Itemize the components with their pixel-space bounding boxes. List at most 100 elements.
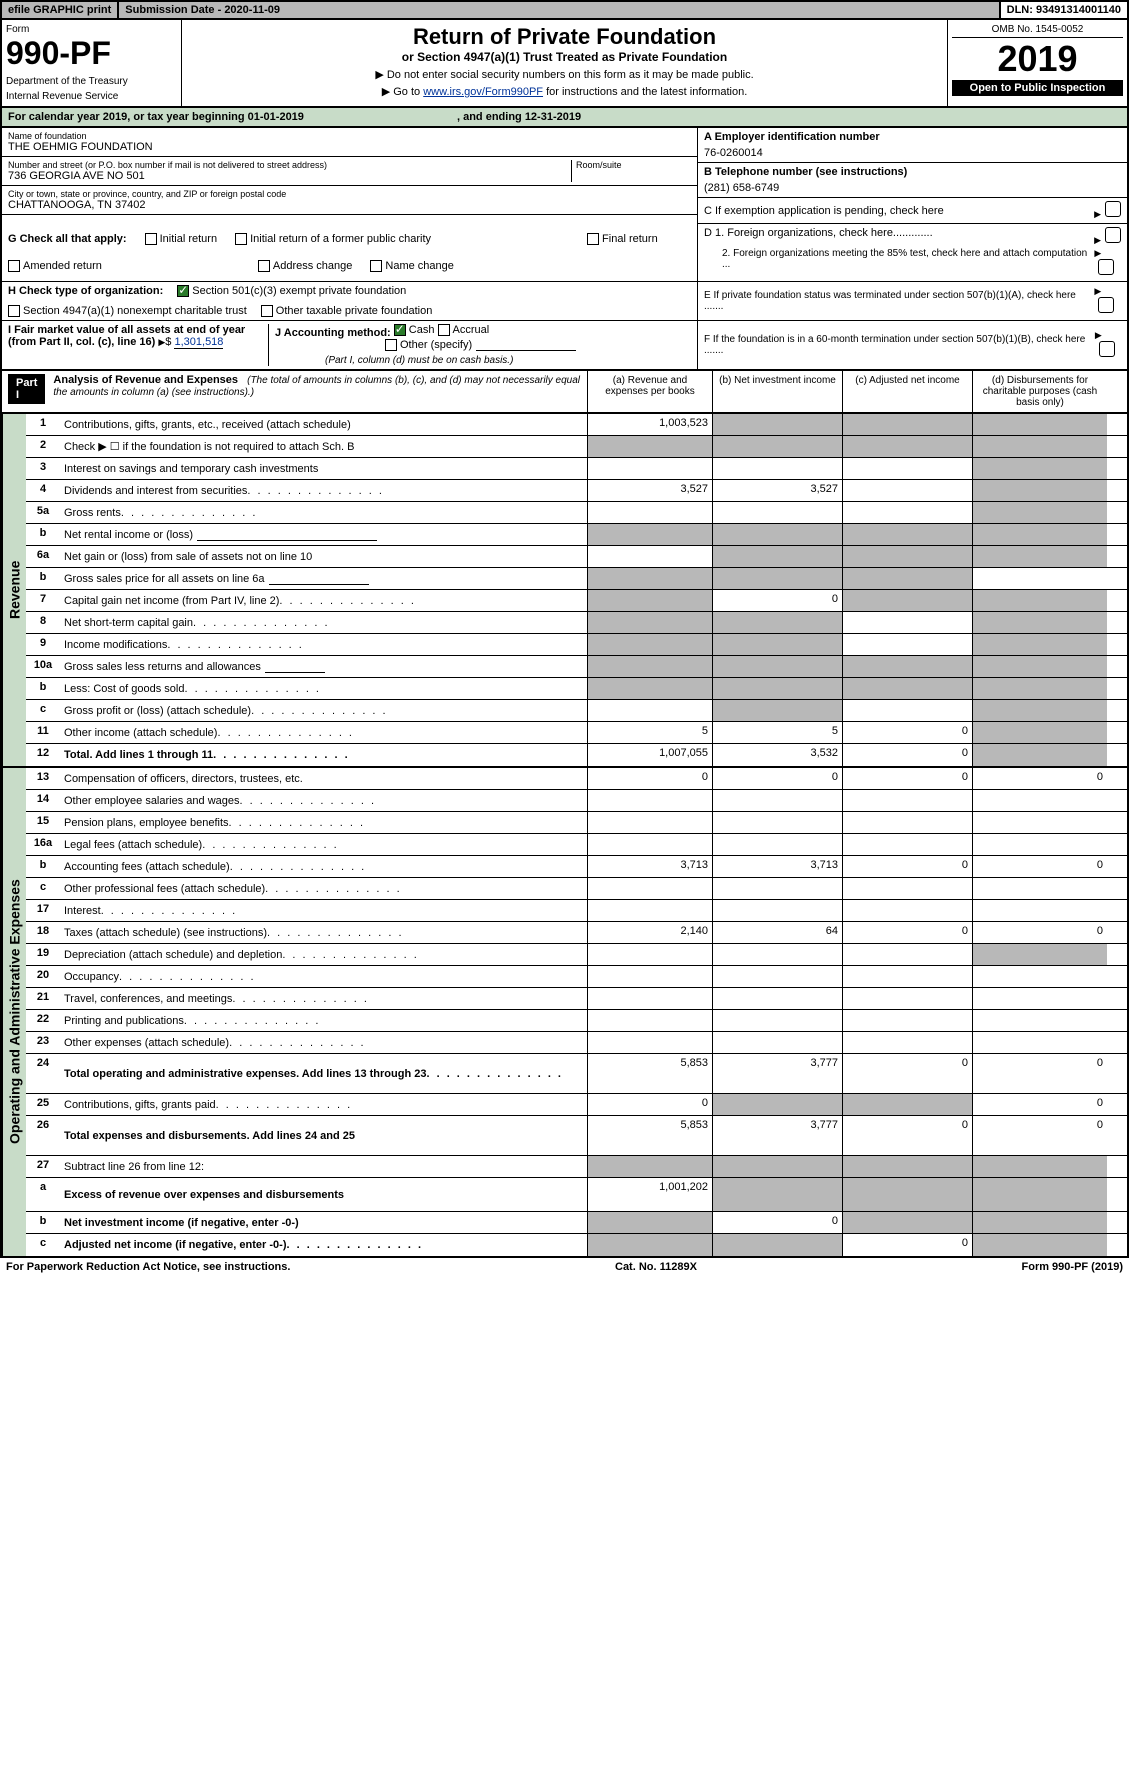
footer-left: For Paperwork Reduction Act Notice, see …	[6, 1261, 290, 1273]
addr-block: Number and street (or P.O. box number if…	[8, 160, 571, 182]
ij-row: I Fair market value of all assets at end…	[0, 321, 1129, 371]
top-bar: efile GRAPHIC print Submission Date - 20…	[0, 0, 1129, 20]
f-cell: F If the foundation is in a 60-month ter…	[697, 321, 1127, 369]
j-accrual[interactable]: Accrual	[438, 324, 490, 336]
line-9: 9Income modifications	[26, 634, 1127, 656]
arrow-icon	[1094, 208, 1101, 220]
line-18: 18Taxes (attach schedule) (see instructi…	[26, 922, 1127, 944]
line-10b: bLess: Cost of goods sold	[26, 678, 1127, 700]
f-checkbox[interactable]	[1099, 341, 1115, 357]
c-arrow-box	[1094, 201, 1121, 220]
info-block: Name of foundation THE OEHMIG FOUNDATION…	[0, 128, 1129, 224]
arrow-icon	[1094, 248, 1101, 259]
c-checkbox[interactable]	[1105, 201, 1121, 217]
footer: For Paperwork Reduction Act Notice, see …	[0, 1258, 1129, 1276]
line-25: 25Contributions, gifts, grants paid00	[26, 1094, 1127, 1116]
line-17: 17Interest	[26, 900, 1127, 922]
e-cell: E If private foundation status was termi…	[697, 282, 1127, 320]
name-value: THE OEHMIG FOUNDATION	[8, 141, 691, 153]
line-5b: bNet rental income or (loss)	[26, 524, 1127, 546]
g-row: G Check all that apply: Initial return I…	[0, 224, 1129, 282]
note1: ▶ Do not enter social security numbers o…	[186, 68, 943, 81]
foundation-name-cell: Name of foundation THE OEHMIG FOUNDATION	[2, 128, 697, 157]
irs: Internal Revenue Service	[6, 91, 177, 102]
g-name-change[interactable]: Name change	[370, 260, 454, 272]
line-11: 11Other income (attach schedule)550	[26, 722, 1127, 744]
line-16b: bAccounting fees (attach schedule)3,7133…	[26, 856, 1127, 878]
line-26: 26Total expenses and disbursements. Add …	[26, 1116, 1127, 1156]
tax-year: 2019	[952, 38, 1123, 80]
j-label: J Accounting method:	[275, 327, 391, 339]
note2: ▶ Go to www.irs.gov/Form990PF for instru…	[186, 85, 943, 98]
form-header: Form 990-PF Department of the Treasury I…	[0, 20, 1129, 108]
cal-start: For calendar year 2019, or tax year begi…	[8, 111, 304, 123]
line-27: 27Subtract line 26 from line 12:	[26, 1156, 1127, 1178]
arrow-icon	[1095, 330, 1102, 341]
j-other[interactable]: Other (specify)	[385, 339, 472, 351]
tel-cell: B Telephone number (see instructions) (2…	[698, 163, 1127, 198]
footer-right: Form 990-PF (2019)	[1022, 1261, 1123, 1273]
g-amended[interactable]: Amended return	[8, 260, 102, 272]
i-value: 1,301,518	[174, 336, 223, 349]
g-left: G Check all that apply: Initial return I…	[2, 224, 697, 281]
dln: DLN: 93491314001140	[1001, 2, 1127, 18]
line-6a: 6aNet gain or (loss) from sale of assets…	[26, 546, 1127, 568]
e-checkbox[interactable]	[1098, 297, 1114, 313]
form-title: Return of Private Foundation	[186, 24, 943, 50]
h-501c3[interactable]: Section 501(c)(3) exempt private foundat…	[177, 285, 406, 297]
g-addr-change[interactable]: Address change	[258, 260, 353, 272]
line-27a: aExcess of revenue over expenses and dis…	[26, 1178, 1127, 1212]
line-4: 4Dividends and interest from securities3…	[26, 480, 1127, 502]
line-19: 19Depreciation (attach schedule) and dep…	[26, 944, 1127, 966]
line-6b: bGross sales price for all assets on lin…	[26, 568, 1127, 590]
ein-cell: A Employer identification number 76-0260…	[698, 128, 1127, 163]
city-label: City or town, state or province, country…	[8, 189, 691, 199]
g-final[interactable]: Final return	[587, 233, 658, 245]
tel-label: B Telephone number (see instructions)	[704, 166, 1121, 178]
h-other-tax[interactable]: Other taxable private foundation	[261, 305, 433, 317]
d2-checkbox[interactable]	[1098, 259, 1114, 275]
h-4947[interactable]: Section 4947(a)(1) nonexempt charitable …	[8, 305, 247, 317]
analysis-title-block: Analysis of Revenue and Expenses (The to…	[53, 374, 581, 398]
c-label: C If exemption application is pending, c…	[704, 205, 944, 217]
tel-value: (281) 658-6749	[704, 182, 1121, 194]
d1-row: D 1. Foreign organizations, check here..…	[704, 227, 1121, 246]
g-initial-former[interactable]: Initial return of a former public charit…	[235, 233, 431, 245]
note2-post: for instructions and the latest informat…	[543, 86, 747, 98]
line-2: 2Check ▶ ☐ if the foundation is not requ…	[26, 436, 1127, 458]
irs-link[interactable]: www.irs.gov/Form990PF	[423, 86, 543, 98]
line-10a: 10aGross sales less returns and allowanc…	[26, 656, 1127, 678]
analysis-title-cell: Part I Analysis of Revenue and Expenses …	[2, 371, 587, 412]
omb: OMB No. 1545-0052	[952, 24, 1123, 38]
j-cash[interactable]: Cash	[394, 324, 435, 336]
g-initial[interactable]: Initial return	[145, 233, 217, 245]
arrow-icon	[1094, 286, 1101, 297]
col-a-head: (a) Revenue and expenses per books	[587, 371, 712, 412]
line-21: 21Travel, conferences, and meetings	[26, 988, 1127, 1010]
line-27c: cAdjusted net income (if negative, enter…	[26, 1234, 1127, 1256]
submission-date: Submission Date - 2020-11-09	[119, 2, 1000, 18]
addr-value: 736 GEORGIA AVE NO 501	[8, 170, 571, 182]
line-24: 24Total operating and administrative exp…	[26, 1054, 1127, 1094]
c-cell: C If exemption application is pending, c…	[698, 198, 1127, 224]
line-16c: cOther professional fees (attach schedul…	[26, 878, 1127, 900]
h-row: H Check type of organization: Section 50…	[0, 282, 1129, 321]
line-1: 1Contributions, gifts, grants, etc., rec…	[26, 414, 1127, 436]
info-left: Name of foundation THE OEHMIG FOUNDATION…	[2, 128, 697, 224]
city-cell: City or town, state or province, country…	[2, 186, 697, 215]
form-number: 990-PF	[6, 35, 177, 72]
line-10c: cGross profit or (loss) (attach schedule…	[26, 700, 1127, 722]
form-subtitle: or Section 4947(a)(1) Trust Treated as P…	[186, 50, 943, 64]
revenue-section: Revenue 1Contributions, gifts, grants, e…	[0, 414, 1129, 768]
d2-label: 2. Foreign organizations meeting the 85%…	[704, 248, 1094, 278]
line-8: 8Net short-term capital gain	[26, 612, 1127, 634]
h-left: H Check type of organization: Section 50…	[2, 282, 697, 320]
dept: Department of the Treasury	[6, 76, 177, 87]
line-22: 22Printing and publications	[26, 1010, 1127, 1032]
ij-left: I Fair market value of all assets at end…	[2, 321, 697, 369]
form-label: Form	[6, 24, 177, 35]
d-cell: D 1. Foreign organizations, check here..…	[697, 224, 1127, 281]
d1-checkbox[interactable]	[1105, 227, 1121, 243]
info-right: A Employer identification number 76-0260…	[697, 128, 1127, 224]
room-block: Room/suite	[571, 160, 691, 182]
